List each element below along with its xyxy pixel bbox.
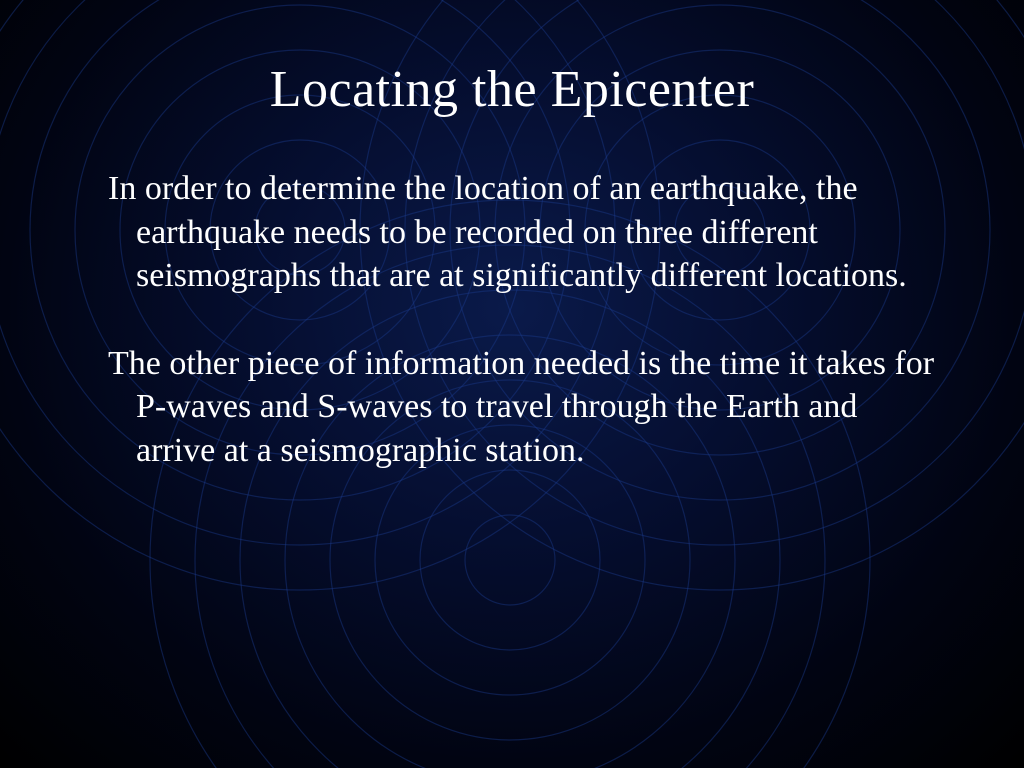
slide-body: In order to determine the location of an…: [80, 167, 944, 472]
slide-title: Locating the Epicenter: [80, 60, 944, 119]
paragraph-1: In order to determine the location of an…: [80, 167, 944, 298]
paragraph-2: The other piece of information needed is…: [80, 342, 944, 473]
slide-content: Locating the Epicenter In order to deter…: [0, 0, 1024, 768]
